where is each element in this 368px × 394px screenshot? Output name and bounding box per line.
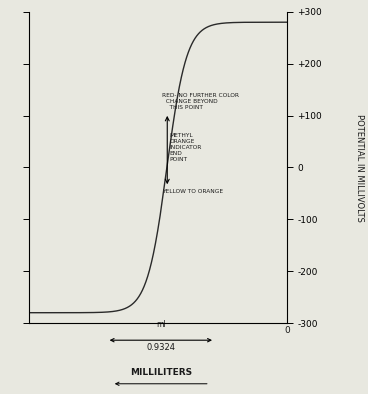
Y-axis label: POTENTIAL IN MILLIVOLTS: POTENTIAL IN MILLIVOLTS (355, 113, 364, 221)
Text: RED- NO FURTHER COLOR
  CHANGE BEYOND
    THIS POINT: RED- NO FURTHER COLOR CHANGE BEYOND THIS… (162, 93, 239, 110)
Text: METHYL
ORANGE
INDICATOR
END
POINT: METHYL ORANGE INDICATOR END POINT (170, 132, 202, 162)
Text: ml: ml (156, 320, 166, 329)
Text: 0.9324: 0.9324 (146, 343, 175, 352)
Text: YELLOW TO ORANGE: YELLOW TO ORANGE (162, 189, 223, 194)
Text: 0: 0 (284, 326, 290, 335)
Text: MILLILITERS: MILLILITERS (130, 368, 192, 377)
